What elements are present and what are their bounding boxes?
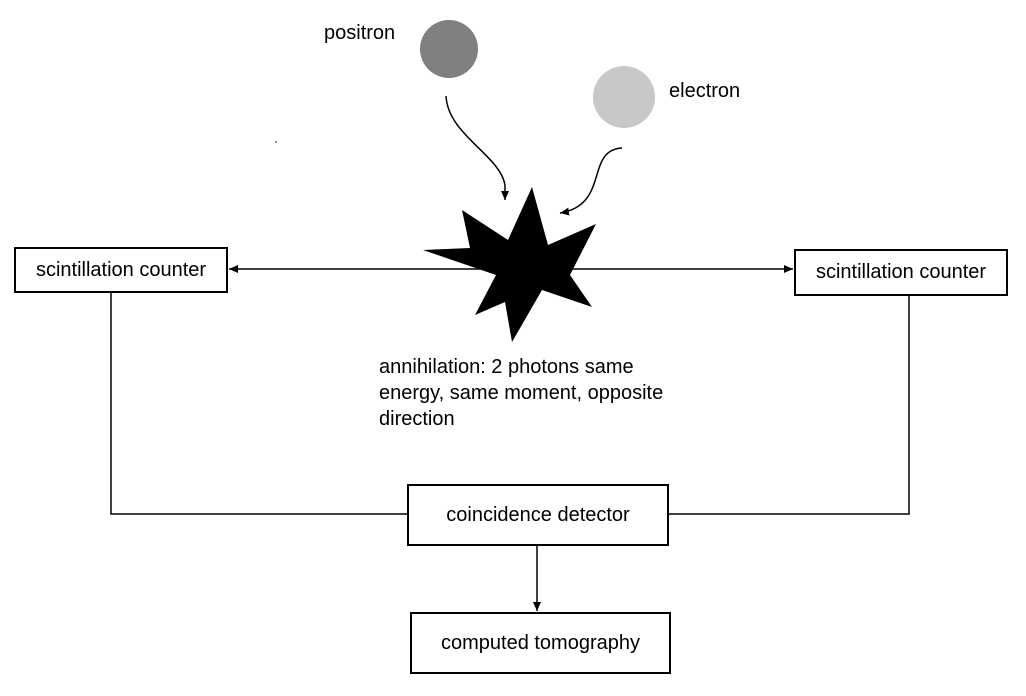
left-scintillation-counter-label: scintillation counter xyxy=(35,258,207,281)
annihilation-note-line-2: energy, same moment, opposite xyxy=(379,382,664,404)
computed-tomography-label: computed tomography xyxy=(440,631,640,654)
stray-dot xyxy=(275,141,277,143)
right-scintillation-counter-box: scintillation counter xyxy=(794,249,1008,296)
annihilation-flash xyxy=(423,187,596,342)
computed-tomography-box: computed tomography xyxy=(410,612,671,674)
positron-trajectory-arrow xyxy=(445,95,509,200)
positron-label: positron xyxy=(324,22,396,44)
right-scintillation-counter-label: scintillation counter xyxy=(815,261,987,283)
annihilation-note-line-3: direction xyxy=(379,408,455,430)
positron-particle xyxy=(420,20,478,78)
electron-label: electron xyxy=(669,80,741,102)
electron-particle xyxy=(593,66,655,128)
annihilation-note-line-1: annihilation: 2 photons same xyxy=(379,356,634,378)
annihilation-note: annihilation: 2 photons same energy, sam… xyxy=(379,354,663,432)
left-scintillation-counter-box: scintillation counter xyxy=(14,247,228,293)
coincidence-detector-label: coincidence detector xyxy=(446,503,630,526)
coincidence-detector-box: coincidence detector xyxy=(407,484,669,546)
right-counter-connector xyxy=(668,296,910,515)
electron-trajectory-arrow xyxy=(559,147,623,216)
left-counter-connector xyxy=(110,293,408,515)
